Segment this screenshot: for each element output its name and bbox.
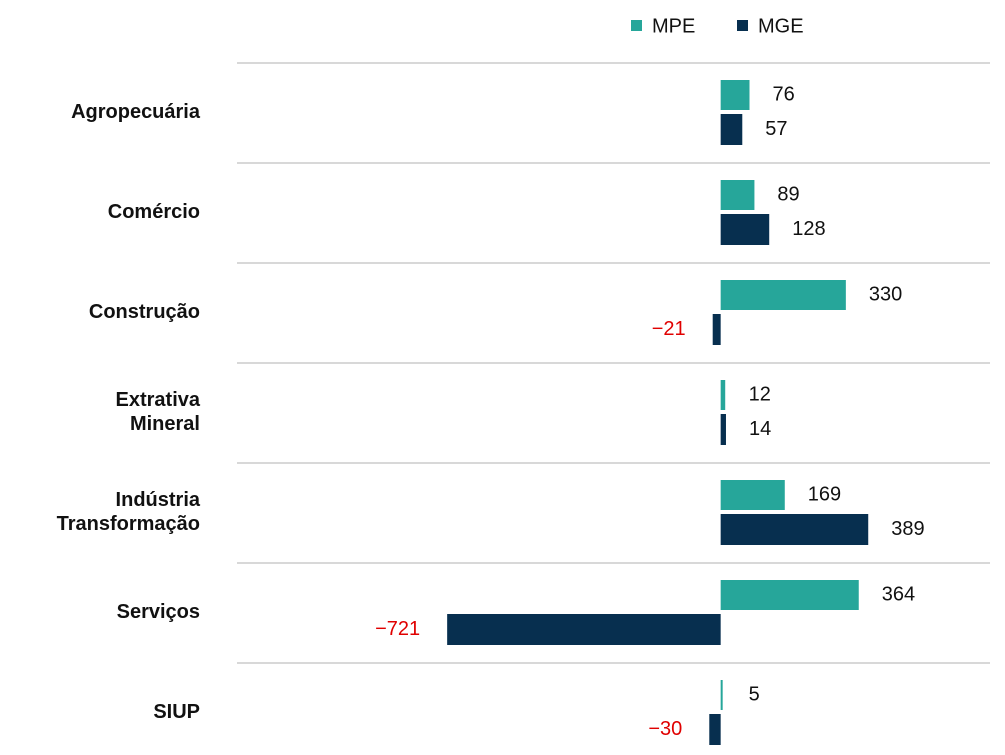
- value-label: 76: [772, 83, 794, 105]
- bar: [720, 480, 785, 510]
- bar: [720, 514, 869, 545]
- bar: [720, 114, 743, 145]
- category-label: SIUP: [153, 701, 200, 723]
- legend-label: MPE: [652, 15, 695, 37]
- value-label: 5: [749, 683, 760, 705]
- value-label: −721: [375, 618, 420, 640]
- bar: [720, 380, 726, 410]
- value-label: 169: [808, 483, 841, 505]
- value-label: −30: [648, 718, 682, 740]
- category-label: Comércio: [108, 201, 200, 223]
- value-label: 330: [869, 283, 902, 305]
- bar: [720, 280, 846, 310]
- value-label: 57: [765, 118, 787, 140]
- legend-swatch: [631, 20, 642, 31]
- category-label: Construção: [89, 301, 200, 323]
- category-label: Extrativa Mineral: [116, 389, 201, 435]
- bar: [709, 714, 721, 745]
- category-label: Indústria Transformação: [57, 489, 201, 535]
- bar: [447, 614, 721, 645]
- bar: [712, 314, 721, 345]
- legend-swatch: [737, 20, 748, 31]
- value-label: 389: [891, 518, 924, 540]
- bar: [720, 680, 723, 710]
- bar: [720, 180, 755, 210]
- value-label: 364: [882, 583, 915, 605]
- bar: [720, 414, 726, 445]
- value-label: 14: [749, 418, 771, 440]
- value-label: −21: [652, 318, 686, 340]
- value-label: 89: [777, 183, 799, 205]
- legend-label: MGE: [758, 15, 804, 37]
- category-label: Serviços: [117, 601, 200, 623]
- category-label: Agropecuária: [71, 101, 201, 123]
- value-label: 12: [749, 383, 771, 405]
- bar: [720, 580, 859, 610]
- bar: [720, 214, 770, 245]
- bar: [720, 80, 750, 110]
- value-label: 128: [792, 218, 825, 240]
